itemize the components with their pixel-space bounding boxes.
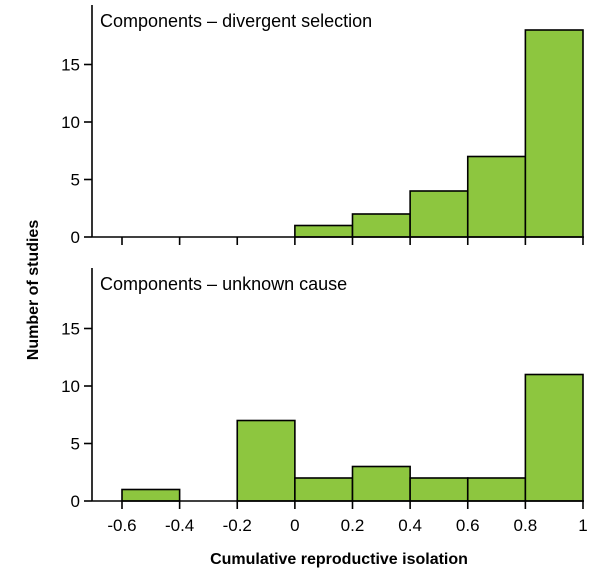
bar-0-3 bbox=[294, 224, 354, 238]
bar-1-2 bbox=[236, 419, 296, 502]
x-axis-title: Cumulative reproductive isolation bbox=[210, 551, 468, 568]
y-tick-label: 15 bbox=[61, 56, 80, 75]
bar-0-6 bbox=[466, 155, 527, 238]
bar-1-3 bbox=[294, 477, 354, 502]
bar-0-7 bbox=[524, 29, 584, 238]
panel-unknown-cause: 0 5 10 15 -0.6 -0.4 -0.2 0 0.2 0.4 0.6 0.8 1 Componen… bbox=[61, 268, 588, 535]
y-tick-label: 10 bbox=[61, 377, 80, 396]
x-tick-label: 0.4 bbox=[398, 516, 422, 535]
panel-title: Components – unknown cause bbox=[100, 274, 347, 294]
bar-1-4 bbox=[351, 465, 411, 502]
x-tick-label: 1 bbox=[578, 516, 587, 535]
bar-1-0 bbox=[121, 488, 181, 502]
bar-1-7 bbox=[524, 373, 584, 502]
y-axis-title: Number of studies bbox=[25, 220, 42, 361]
y-tick-label: 5 bbox=[71, 435, 80, 454]
bar-1-6 bbox=[466, 477, 527, 502]
x-tick-label: -0.2 bbox=[223, 516, 252, 535]
x-tick-label: -0.4 bbox=[165, 516, 194, 535]
y-tick-label: 0 bbox=[71, 228, 80, 247]
panel-divergent-selection: 0 5 10 15 Components – divergent selection bbox=[61, 5, 584, 247]
panel-title: Components – divergent selection bbox=[100, 11, 372, 31]
x-tick-label: -0.6 bbox=[107, 516, 136, 535]
y-tick-label: 10 bbox=[61, 113, 80, 132]
y-tick-label: 15 bbox=[61, 320, 80, 339]
bar-1-5 bbox=[409, 477, 469, 502]
bar-0-4 bbox=[351, 213, 411, 238]
x-tick-label: 0.2 bbox=[341, 516, 365, 535]
x-tick-label: 0.6 bbox=[456, 516, 480, 535]
x-tick-label: 0.8 bbox=[514, 516, 538, 535]
y-tick-label: 0 bbox=[71, 492, 80, 511]
bar-0-5 bbox=[409, 190, 469, 238]
x-tick-label: 0 bbox=[290, 516, 299, 535]
y-tick-label: 5 bbox=[71, 171, 80, 190]
